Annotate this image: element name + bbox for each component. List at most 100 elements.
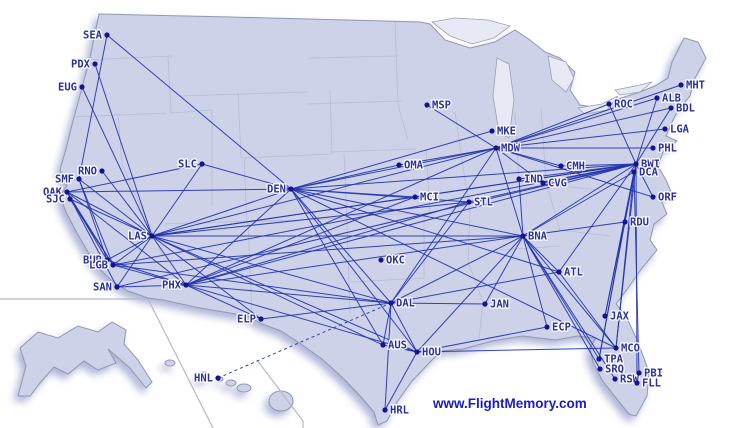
airport-dot-PHX xyxy=(183,282,189,288)
route-SEA-SMF xyxy=(78,34,108,180)
airport-CMH: CMH xyxy=(558,159,586,174)
airport-BWI: BWI xyxy=(633,157,661,172)
airport-label-CVG: CVG xyxy=(548,178,567,190)
airport-dot-OAK xyxy=(64,189,70,195)
route-SAN-BWI xyxy=(116,163,637,288)
airport-IND: IND xyxy=(516,172,544,187)
route-DEN-BNA xyxy=(290,188,524,237)
airport-dot-TPA xyxy=(596,356,602,362)
route-MSP-MDW xyxy=(426,104,497,149)
airport-BNA: BNA xyxy=(520,229,549,244)
airport-OKC: OKC xyxy=(378,253,406,268)
airport-BDL: BDL xyxy=(668,101,696,116)
airport-dot-JAX xyxy=(602,313,608,319)
route-DAL-HOU xyxy=(390,302,418,353)
airport-label-ALB: ALB xyxy=(662,93,681,105)
airport-HOU: HOU xyxy=(414,345,442,360)
route-LAS-STL xyxy=(151,201,470,237)
airport-dot-STL xyxy=(466,199,472,205)
airport-dot-DAL xyxy=(388,300,394,306)
airport-label-MCO: MCO xyxy=(621,343,640,355)
route-HNL-DAL xyxy=(217,302,392,379)
airport-dot-BDL xyxy=(668,105,674,111)
airport-label-BDL: BDL xyxy=(676,103,695,115)
airport-MKE: MKE xyxy=(489,124,517,139)
route-SLC-DEN xyxy=(201,163,292,190)
route-DAL-AUS xyxy=(382,302,392,346)
airport-label-STL: STL xyxy=(474,197,493,209)
airport-label-FLL: FLL xyxy=(642,378,661,390)
airport-TPA: TPA xyxy=(596,352,625,367)
airport-dot-OKC xyxy=(378,257,384,263)
airport-label-MCI: MCI xyxy=(420,192,439,204)
route-LAS-SAN xyxy=(116,235,153,288)
airport-label-AUS: AUS xyxy=(388,340,407,352)
airport-label-MHT: MHT xyxy=(686,80,705,92)
airport-label-JAX: JAX xyxy=(610,311,630,323)
route-MDW-ROC xyxy=(495,103,610,149)
airport-dot-MCO xyxy=(613,345,619,351)
route-MCI-BWI xyxy=(414,163,637,198)
route-PHX-MCI xyxy=(185,196,416,286)
route-BNA-DCA xyxy=(522,171,635,237)
airport-label-RNO: RNO xyxy=(78,166,97,178)
airport-label-SAN: SAN xyxy=(93,282,112,294)
route-DEN-STL xyxy=(290,188,470,203)
route-HOU-HRL xyxy=(384,351,418,411)
airport-dot-MHT xyxy=(678,82,684,88)
airport-DCA: DCA xyxy=(631,165,660,180)
airport-label-OMA: OMA xyxy=(404,160,424,172)
route-SMF-BUR xyxy=(78,178,108,261)
airport-dot-SJC xyxy=(67,196,73,202)
route-SMF-LGB xyxy=(78,178,114,266)
route-DEN-BWI xyxy=(290,163,637,190)
airport-label-LGA: LGA xyxy=(670,124,690,136)
airport-dot-PBI xyxy=(636,370,642,376)
route-DAL-ELP xyxy=(260,302,392,320)
airport-BUR: BUR xyxy=(82,253,110,268)
airport-dot-LAS xyxy=(149,233,155,239)
route-JAN-DAL xyxy=(390,302,486,305)
airport-dot-AUS xyxy=(380,342,386,348)
airport-label-SLC: SLC xyxy=(178,159,197,171)
route-OAK-LAS xyxy=(66,191,153,237)
route-PHX-BWI xyxy=(185,163,637,286)
route-OAK-DEN xyxy=(66,188,292,193)
route-DEN-MCO xyxy=(290,188,617,349)
route-BWI-ALB xyxy=(635,97,658,165)
route-ATL-DAL xyxy=(390,271,560,304)
airport-PHX: PHX xyxy=(161,278,189,293)
route-DEN-HOU xyxy=(290,188,418,353)
airport-SLC: SLC xyxy=(177,157,205,172)
route-RNO-LAS xyxy=(101,170,153,237)
airport-label-CMH: CMH xyxy=(566,161,585,173)
airport-HRL: HRL xyxy=(382,403,410,418)
route-BNA-ECP xyxy=(522,235,548,328)
route-CVG-BWI xyxy=(542,163,637,184)
route-DEN-MDW xyxy=(290,147,497,190)
route-PBI-DCA xyxy=(633,171,640,374)
route-CMH-BWI xyxy=(560,163,637,167)
airport-dot-HRL xyxy=(382,407,388,413)
airport-LGA: LGA xyxy=(662,122,691,137)
airport-RNO: RNO xyxy=(77,164,105,179)
route-PHX-ELP xyxy=(185,284,262,320)
airport-MSP: MSP xyxy=(424,98,452,113)
route-SLC-LAS xyxy=(151,163,203,237)
airport-OAK: OAK xyxy=(42,185,70,200)
route-ROC-BWI xyxy=(608,103,637,165)
airport-label-IND: IND xyxy=(524,174,543,186)
airport-FLL: FLL xyxy=(634,376,662,391)
airport-dot-ECP xyxy=(544,324,550,330)
airport-dot-SMF xyxy=(76,176,82,182)
airport-label-MSP: MSP xyxy=(432,100,451,112)
airport-MCO: MCO xyxy=(613,341,641,356)
airport-dot-SEA xyxy=(104,32,110,38)
airport-label-MDW: MDW xyxy=(501,143,521,155)
routes-layer xyxy=(66,34,682,411)
airport-dot-HOU xyxy=(414,349,420,355)
airport-label-ROC: ROC xyxy=(614,99,633,111)
route-BWI-ORF xyxy=(635,163,654,198)
route-MDW-LGA xyxy=(495,128,666,149)
airport-MHT: MHT xyxy=(678,78,706,93)
